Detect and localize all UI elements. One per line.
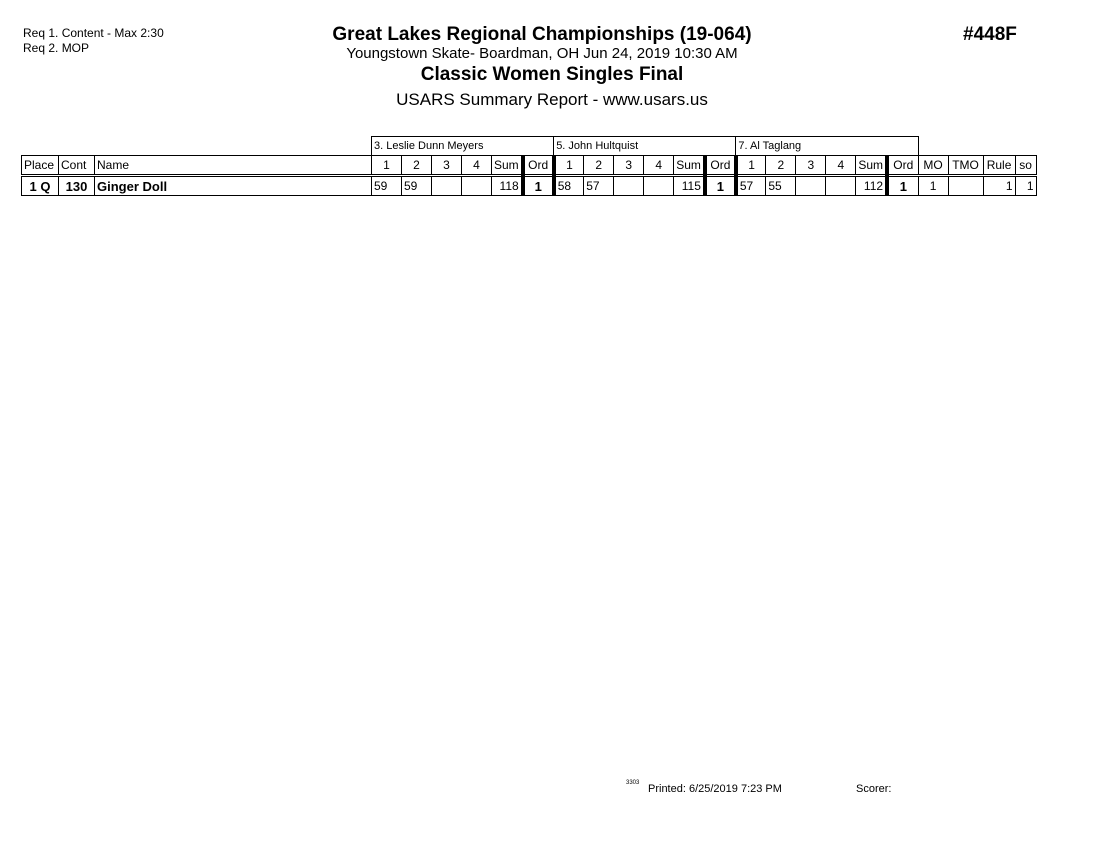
tmo-value (947, 175, 984, 196)
col-rule: Rule (982, 155, 1016, 177)
judge3-sum: 112 (855, 175, 888, 196)
scorer-label: Scorer: (856, 783, 892, 795)
col-tmo: TMO (947, 155, 984, 177)
judge3-s4 (825, 175, 857, 196)
judge2-s4 (643, 175, 675, 196)
col-judge3-ord: Ord (885, 155, 919, 177)
col-judge1-s3: 3 (431, 155, 462, 177)
col-judge2-s3: 3 (613, 155, 645, 177)
judge2-s2: 57 (583, 175, 615, 196)
col-cont: Cont (58, 155, 95, 177)
judge3-s1: 57 (733, 175, 767, 196)
rule-value: 1 (982, 175, 1016, 196)
event-title: Classic Women Singles Final (420, 64, 684, 85)
requirement-1: Req 1. Content - Max 2:30 (23, 26, 164, 40)
venue-date: Youngstown Skate- Boardman, OH Jun 24, 2… (346, 45, 738, 62)
col-name: Name (94, 155, 372, 177)
results-table: 3. Leslie Dunn Meyers 5. John Hultquist … (21, 136, 1037, 196)
col-judge1-ord: Ord (520, 155, 555, 177)
col-judge2-s2: 2 (583, 155, 615, 177)
col-judge3-s1: 1 (733, 155, 767, 177)
col-mo: MO (917, 155, 949, 177)
col-judge3-sum: Sum (855, 155, 888, 177)
judge3-ord: 1 (885, 175, 919, 196)
judge1-s2: 59 (401, 175, 432, 196)
mo-value: 1 (917, 175, 949, 196)
col-judge1-s1: 1 (371, 155, 402, 177)
judge-1: 3. Leslie Dunn Meyers (370, 136, 555, 156)
judge2-s1: 58 (551, 175, 585, 196)
report-title: USARS Summary Report - www.usars.us (396, 90, 708, 109)
event-number: #448F (963, 24, 1017, 45)
col-judge2-ord: Ord (702, 155, 737, 177)
col-place: Place (21, 155, 59, 177)
judge2-s3 (613, 175, 645, 196)
col-judge2-s4: 4 (643, 155, 675, 177)
judge2-sum: 115 (673, 175, 706, 196)
judge-3: 7. Al Taglang (735, 136, 919, 156)
col-judge2-sum: Sum (673, 155, 706, 177)
judge2-ord: 1 (702, 175, 737, 196)
col-judge1-s2: 2 (401, 155, 432, 177)
col-judge1-sum: Sum (490, 155, 524, 177)
col-judge1-s4: 4 (461, 155, 492, 177)
place: 1 Q (21, 175, 59, 196)
judge1-s1: 59 (371, 175, 402, 196)
judge1-sum: 118 (490, 175, 524, 196)
judge3-s3 (795, 175, 827, 196)
col-judge2-s1: 1 (551, 155, 585, 177)
judge-row: 3. Leslie Dunn Meyers 5. John Hultquist … (22, 136, 1037, 156)
col-so: so (1014, 155, 1037, 177)
cont: 130 (58, 175, 95, 196)
col-judge3-s2: 2 (765, 155, 797, 177)
judge1-s3 (431, 175, 462, 196)
column-header-row: Place Cont Name 1 2 3 4 Sum Ord 1 2 3 4 Sum Ord 1 2 3 4… (21, 155, 1037, 177)
skater-name: Ginger Doll (94, 175, 372, 196)
col-judge3-s4: 4 (825, 155, 857, 177)
competition-title: Great Lakes Regional Championships (19-0… (332, 24, 752, 45)
judge1-ord: 1 (520, 175, 555, 196)
printed-date: Printed: 6/25/2019 7:23 PM (648, 783, 782, 795)
judge1-s4 (461, 175, 492, 196)
report-code: 3303 (626, 780, 640, 786)
so-value: 1 (1014, 175, 1037, 196)
col-judge3-s3: 3 (795, 155, 827, 177)
requirement-2: Req 2. MOP (23, 41, 90, 55)
table-row: 1 Q 130 Ginger Doll 59 59 118 1 58 57 115 1 57 55… (21, 175, 1037, 196)
judge3-s2: 55 (765, 175, 797, 196)
judge-2: 5. John Hultquist (553, 136, 737, 156)
